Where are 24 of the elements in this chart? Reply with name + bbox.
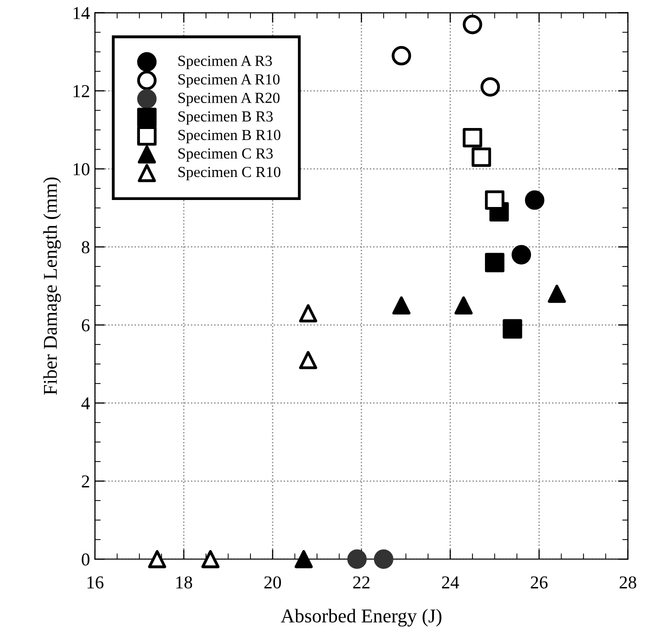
y-tick-label: 6 [82, 319, 90, 332]
y-tick-label: 14 [74, 7, 90, 20]
x-tick-label: 16 [88, 576, 104, 588]
y-tick-label: 10 [74, 163, 90, 176]
x-tick-label: 22 [353, 576, 370, 588]
y-tick-label: 12 [74, 85, 90, 98]
x-tick-label: 24 [442, 576, 460, 588]
y-axis-title: Fiber Damage Length (mm) [43, 177, 61, 395]
y-tick-label: 8 [82, 241, 90, 254]
y-tick-label: 4 [81, 397, 90, 410]
x-tick-label: 18 [176, 576, 192, 588]
x-tick-label: 28 [620, 576, 636, 588]
legend-label: Specimen C R10 [178, 166, 280, 180]
legend-label: Specimen A R10 [178, 74, 280, 88]
y-tick-label: 2 [82, 475, 90, 488]
legend-label: Specimen B R3 [178, 111, 273, 125]
x-tick-label: 26 [530, 576, 548, 588]
legend-label: Specimen B R10 [178, 130, 280, 144]
x-axis-title: Absorbed Energy (J) [280, 608, 442, 627]
x-tick-label: 20 [264, 576, 281, 588]
legend-label: Specimen C R3 [178, 148, 273, 162]
legend-label: Specimen A R3 [178, 56, 272, 70]
y-tick-label: 0 [82, 553, 90, 566]
legend-label: Specimen A R20 [178, 92, 280, 106]
